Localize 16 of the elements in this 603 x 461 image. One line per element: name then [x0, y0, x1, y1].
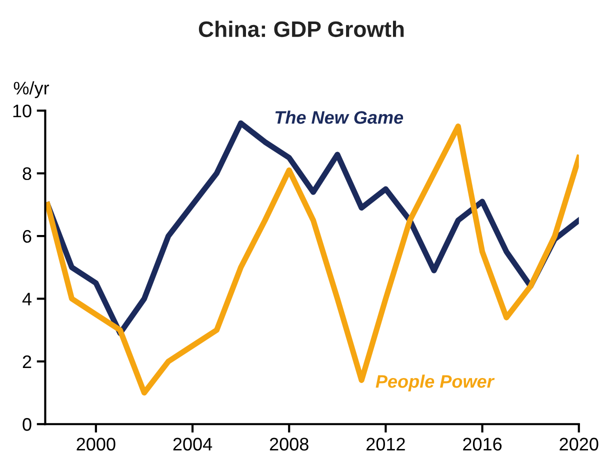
- series-label: The New Game: [275, 110, 404, 124]
- x-tick-label: 2000: [76, 438, 116, 451]
- y-tick-label: 6: [22, 230, 32, 243]
- series-label: People Power: [376, 374, 495, 392]
- x-tick-label: 2020: [560, 438, 598, 451]
- y-tick-label: 2: [22, 355, 32, 368]
- y-axis-title: %/yr: [14, 81, 50, 98]
- y-tick-label: 10: [13, 104, 32, 118]
- y-tick-label: 0: [22, 418, 32, 431]
- x-tick-label: 2012: [366, 438, 405, 451]
- y-tick-label: 4: [22, 292, 32, 306]
- y-tick-label: 8: [22, 167, 32, 180]
- x-tick-label: 2016: [463, 438, 502, 451]
- x-tick-label: 2008: [270, 438, 308, 451]
- chart-title: China: GDP Growth: [198, 20, 404, 38]
- x-tick-label: 2004: [173, 438, 212, 451]
